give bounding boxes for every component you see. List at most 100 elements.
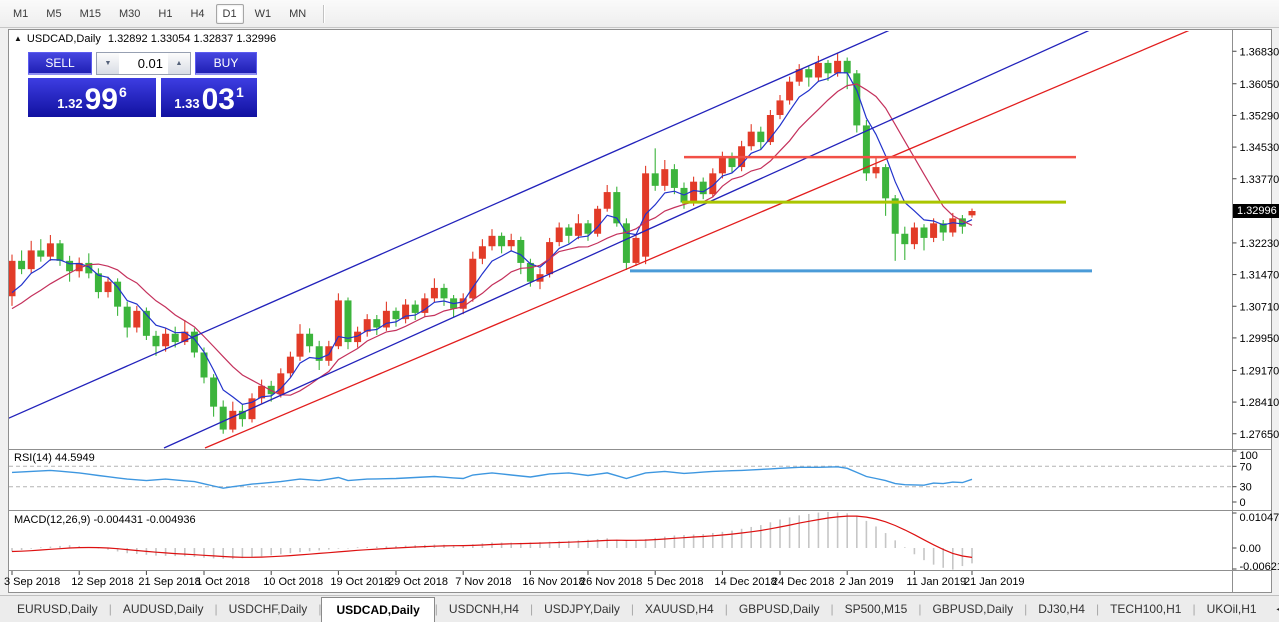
macd-histogram-bar	[884, 533, 887, 548]
candle-up	[766, 115, 774, 143]
chart-tab-gbpusd-daily[interactable]: GBPUSD,Daily	[932, 602, 1014, 616]
candle-up	[162, 333, 170, 347]
trend-line[interactable]	[204, 30, 1190, 449]
macd-histogram-bar	[923, 548, 925, 561]
chart-tab-bar: EURUSD,Daily | AUDUSD,Daily | USDCHF,Daily | U…	[0, 595, 1279, 622]
candle-up	[632, 237, 640, 263]
symbol-period-label: USDCAD,Daily	[26, 33, 101, 45]
macd-histogram-bar	[875, 526, 877, 548]
tab-scroll-left-icon[interactable]: ◄	[1268, 604, 1279, 614]
timeframe-button-m30[interactable]: M30	[118, 7, 141, 20]
chart-tab-gbpusd-daily[interactable]: GBPUSD,Daily	[738, 602, 820, 616]
candle-up	[507, 240, 515, 247]
candle-down	[584, 223, 592, 234]
chart-tab-usdcad-daily[interactable]: USDCAD,Daily	[321, 597, 435, 622]
chart-tab-ukoil-h1[interactable]: UKOil,H1	[1206, 602, 1257, 616]
macd-histogram-bar	[203, 548, 205, 558]
macd-histogram-bar	[472, 544, 474, 548]
macd-histogram-bar	[952, 548, 954, 570]
fast-ma-line	[11, 72, 973, 405]
macd-histogram-bar	[308, 548, 311, 552]
trend-line[interactable]	[0, 30, 890, 422]
candle-up	[603, 192, 611, 209]
candle-down	[939, 223, 947, 233]
chart-tab-usdcnh-h4[interactable]: USDCNH,H4	[448, 602, 519, 616]
macd-histogram-bar	[251, 548, 253, 558]
candle-down	[142, 310, 150, 336]
volume-increase-button[interactable]: ▲	[168, 52, 191, 75]
chart-tab-usdchf-daily[interactable]: USDCHF,Daily	[228, 602, 308, 616]
macd-histogram-bar	[500, 542, 503, 548]
timeframe-button-m1[interactable]: M1	[13, 7, 29, 20]
macd-histogram-bar	[836, 512, 839, 548]
candle-up	[133, 310, 141, 328]
candle-up	[488, 235, 496, 247]
chart-tab-dj30-h4[interactable]: DJ30,H4	[1038, 602, 1085, 616]
volume-input[interactable]	[119, 52, 168, 75]
candle-down	[344, 300, 352, 343]
slow-ma-line	[11, 83, 973, 396]
macd-histogram-bar	[644, 538, 647, 548]
rsi-axis-label: 30	[1240, 482, 1252, 494]
buy-price-quote[interactable]: 1.33 03 1	[161, 78, 257, 117]
candle-down	[392, 310, 400, 320]
timeframe-button-d1[interactable]: D1	[215, 3, 244, 24]
candle-up	[104, 281, 112, 293]
date-axis-label: 16 Nov 2018	[522, 576, 584, 588]
chart-tab-xauusd-h4[interactable]: XAUUSD,H4	[645, 602, 714, 616]
tab-separator: |	[1024, 602, 1028, 616]
collapse-triangle-icon[interactable]: ▲	[14, 34, 22, 43]
candle-down	[613, 192, 621, 224]
date-axis-label: 29 Oct 2018	[388, 576, 448, 588]
timeframe-button-mn[interactable]: MN	[289, 7, 307, 20]
macd-histogram-bar	[961, 548, 964, 567]
candle-down	[94, 273, 102, 293]
sell-price-quote[interactable]: 1.32 99 6	[28, 78, 156, 117]
macd-histogram-bar	[712, 532, 714, 548]
candle-down	[862, 125, 870, 174]
macd-histogram-bar	[376, 546, 378, 548]
candle-up	[229, 410, 237, 430]
chart-tab-audusd-daily[interactable]: AUDUSD,Daily	[122, 602, 204, 616]
macd-signal-line	[11, 515, 973, 558]
candle-up	[910, 227, 918, 245]
macd-histogram-bar	[107, 548, 109, 550]
trend-line[interactable]	[163, 30, 1090, 449]
chart-tab-eurusd-daily[interactable]: EURUSD,Daily	[17, 602, 98, 616]
macd-histogram-bar	[116, 548, 119, 552]
chart-tab-usdjpy-daily[interactable]: USDJPY,Daily	[544, 602, 620, 616]
timeframe-button-h4[interactable]: H4	[190, 7, 205, 20]
sell-button[interactable]: SELL	[28, 52, 92, 75]
timeframe-button-w1[interactable]: W1	[254, 7, 272, 20]
macd-histogram-bar	[356, 547, 359, 548]
candle-up	[363, 319, 371, 332]
timeframe-button-h1[interactable]: H1	[158, 7, 173, 20]
tab-separator: |	[108, 602, 112, 616]
candle-up	[334, 300, 342, 347]
macd-histogram-bar	[280, 548, 282, 555]
candle-up	[690, 181, 698, 203]
macd-histogram-bar	[654, 537, 656, 548]
chart-tab-sp500-m15[interactable]: SP500,M15	[844, 602, 908, 616]
macd-histogram-bar	[798, 515, 800, 548]
date-axis-label: 1 Oct 2018	[196, 576, 250, 588]
timeframe-button-m5[interactable]: M5	[46, 7, 62, 20]
timeframe-button-m15[interactable]: M15	[79, 7, 101, 20]
candle-down	[853, 73, 861, 126]
chart-title: ▲ USDCAD,Daily 1.32892 1.33054 1.32837 1.3…	[14, 33, 276, 45]
buy-button[interactable]: BUY	[195, 52, 257, 75]
candle-up	[421, 298, 429, 313]
macd-histogram-bar	[232, 548, 234, 560]
candle-up	[402, 304, 410, 320]
volume-decrease-button[interactable]: ▼	[96, 52, 119, 75]
candle-down	[411, 304, 419, 313]
candle-up	[27, 250, 35, 270]
macd-histogram-bar	[635, 540, 637, 548]
candle-down	[66, 260, 74, 272]
chart-tab-tech100-h1[interactable]: TECH100,H1	[1110, 602, 1182, 616]
candle-up	[469, 258, 477, 299]
price-axis-label: 1.33770	[1240, 174, 1279, 186]
candle-up	[949, 218, 957, 233]
macd-histogram-bar	[539, 542, 541, 548]
